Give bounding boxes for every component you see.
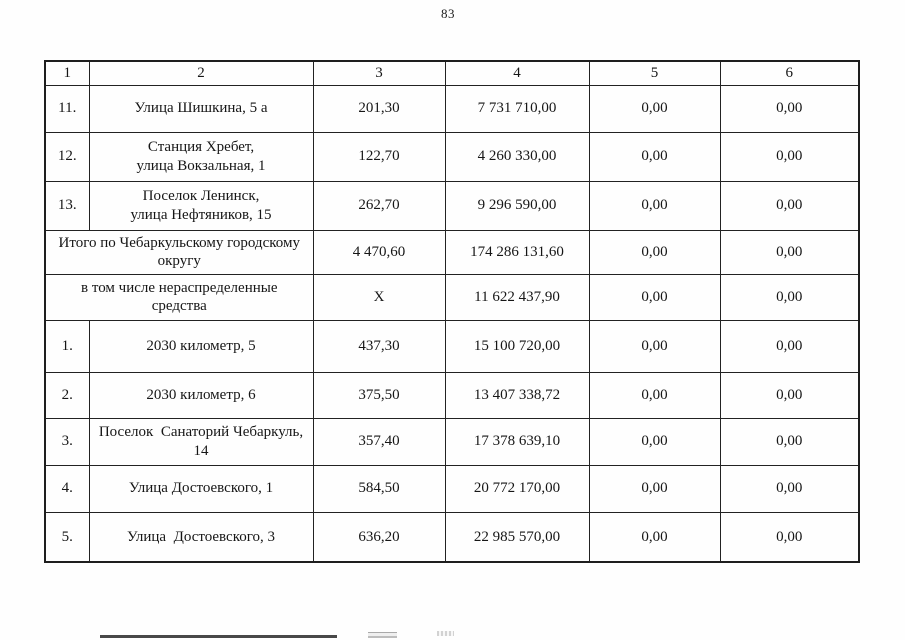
column-header: 2: [88, 60, 314, 86]
row-number-cell: 12.: [44, 131, 90, 182]
table-row: 5. Улица Достоевского, 3 636,20 22 985 5…: [44, 511, 860, 563]
addresses-table: 1 2 3 4 5 6 11. Улица Шишкина, 5 а 201,3…: [44, 60, 860, 564]
address-cell: Поселок Санаторий Чебаркуль, 14: [88, 417, 314, 466]
value-cell: 0,00: [719, 511, 860, 563]
page-number: 83: [441, 6, 455, 21]
cost-cell: 7 731 710,00: [444, 84, 590, 133]
cost-cell: 174 286 131,60: [444, 229, 590, 275]
value-cell: 0,00: [719, 319, 860, 373]
cost-cell: 9 296 590,00: [444, 180, 590, 231]
value-cell: 0,00: [588, 371, 721, 419]
value-cell: 0,00: [719, 180, 860, 231]
row-number-cell: 2.: [44, 371, 90, 419]
table-row: 12. Станция Хребет, улица Вокзальная, 1 …: [44, 131, 860, 182]
table-row: 2. 2030 километр, 6 375,50 13 407 338,72…: [44, 371, 860, 419]
value-cell: 0,00: [588, 229, 721, 275]
subtotal-label-cell: в том числе нераспределенные средства: [44, 273, 314, 321]
row-number-cell: 13.: [44, 180, 90, 231]
row-number-cell: 4.: [44, 464, 90, 513]
value-cell: 0,00: [719, 131, 860, 182]
area-cell: 262,70: [312, 180, 446, 231]
area-cell: 357,40: [312, 417, 446, 466]
area-cell: 201,30: [312, 84, 446, 133]
address-cell: Улица Шишкина, 5 а: [88, 84, 314, 133]
table-subtotal-row: в том числе нераспределенные средства X …: [44, 273, 860, 321]
area-cell: 584,50: [312, 464, 446, 513]
column-header: 1: [44, 60, 90, 86]
cost-cell: 22 985 570,00: [444, 511, 590, 563]
scan-artifact-fragment: [437, 631, 454, 636]
area-cell: 122,70: [312, 131, 446, 182]
cost-cell: 4 260 330,00: [444, 131, 590, 182]
value-cell: 0,00: [588, 464, 721, 513]
area-cell: 636,20: [312, 511, 446, 563]
column-header: 3: [312, 60, 446, 86]
column-header: 6: [719, 60, 860, 86]
table-row: 11. Улица Шишкина, 5 а 201,30 7 731 710,…: [44, 84, 860, 133]
table-row: 1. 2030 километр, 5 437,30 15 100 720,00…: [44, 319, 860, 373]
area-cell: 437,30: [312, 319, 446, 373]
cost-cell: 20 772 170,00: [444, 464, 590, 513]
address-cell: 2030 километр, 5: [88, 319, 314, 373]
cost-cell: 17 378 639,10: [444, 417, 590, 466]
value-cell: 0,00: [588, 273, 721, 321]
value-cell: 0,00: [719, 84, 860, 133]
column-header: 5: [588, 60, 721, 86]
value-cell: 0,00: [588, 180, 721, 231]
value-cell: 0,00: [719, 417, 860, 466]
table-row: 4. Улица Достоевского, 1 584,50 20 772 1…: [44, 464, 860, 513]
cost-cell: 11 622 437,90: [444, 273, 590, 321]
value-cell: 0,00: [719, 229, 860, 275]
total-label-cell: Итого по Чебаркульскому городскому округ…: [44, 229, 314, 275]
table-total-row: Итого по Чебаркульскому городскому округ…: [44, 229, 860, 275]
row-number-cell: 11.: [44, 84, 90, 133]
address-cell: Улица Достоевского, 3: [88, 511, 314, 563]
area-cell: X: [312, 273, 446, 321]
area-cell: 4 470,60: [312, 229, 446, 275]
scan-artifact-line: [100, 635, 337, 638]
value-cell: 0,00: [588, 131, 721, 182]
address-cell: 2030 километр, 6: [88, 371, 314, 419]
value-cell: 0,00: [588, 511, 721, 563]
value-cell: 0,00: [719, 273, 860, 321]
value-cell: 0,00: [588, 417, 721, 466]
address-cell: Улица Достоевского, 1: [88, 464, 314, 513]
area-cell: 375,50: [312, 371, 446, 419]
column-header: 4: [444, 60, 590, 86]
value-cell: 0,00: [588, 84, 721, 133]
row-number-cell: 3.: [44, 417, 90, 466]
table-row: 3. Поселок Санаторий Чебаркуль, 14 357,4…: [44, 417, 860, 466]
value-cell: 0,00: [719, 464, 860, 513]
cost-cell: 15 100 720,00: [444, 319, 590, 373]
cost-cell: 13 407 338,72: [444, 371, 590, 419]
row-number-cell: 1.: [44, 319, 90, 373]
scan-artifact-fragment: [368, 632, 397, 638]
value-cell: 0,00: [719, 371, 860, 419]
row-number-cell: 5.: [44, 511, 90, 563]
table-header-row: 1 2 3 4 5 6: [44, 60, 860, 86]
table-row: 13. Поселок Ленинск, улица Нефтяников, 1…: [44, 180, 860, 231]
address-cell: Поселок Ленинск, улица Нефтяников, 15: [88, 180, 314, 231]
value-cell: 0,00: [588, 319, 721, 373]
address-cell: Станция Хребет, улица Вокзальная, 1: [88, 131, 314, 182]
